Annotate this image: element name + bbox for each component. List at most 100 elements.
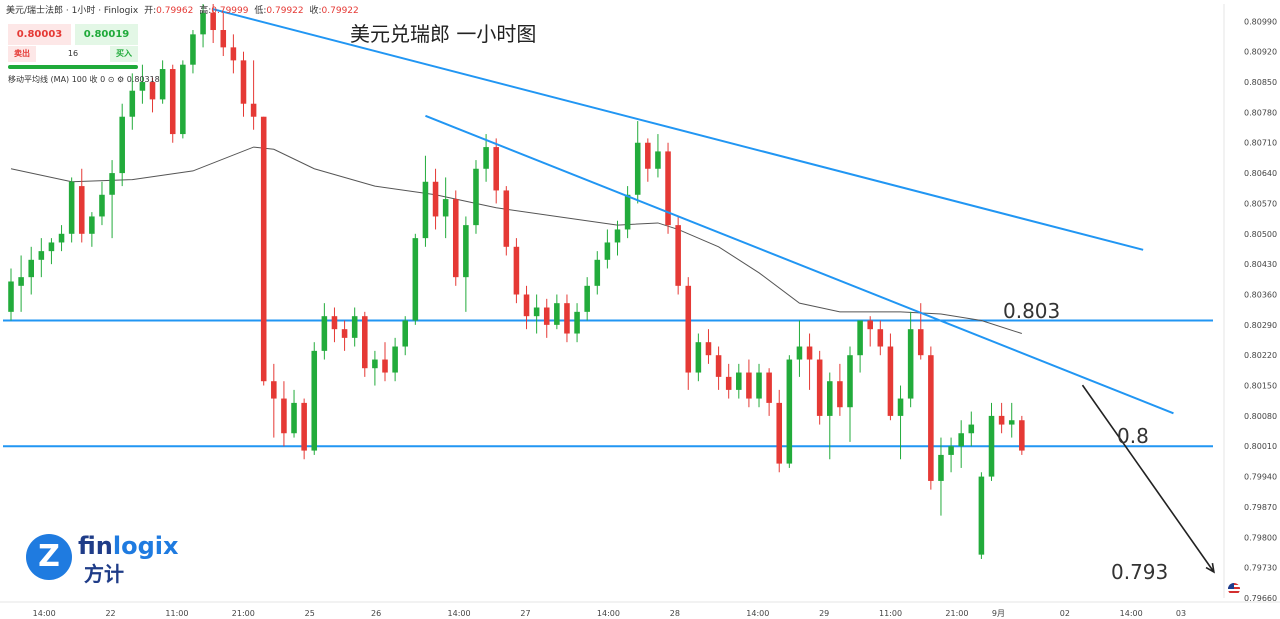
y-tick-label: 0.80080 — [1244, 412, 1277, 421]
candle — [523, 285, 530, 330]
candle-body — [28, 259, 34, 278]
candle — [78, 168, 85, 243]
us-flag-icon[interactable] — [1228, 583, 1240, 595]
y-tick-label: 0.80570 — [1244, 199, 1277, 208]
candle-body — [442, 199, 449, 217]
candle — [655, 134, 661, 178]
y-tick-label: 0.80640 — [1244, 169, 1277, 178]
candle — [48, 238, 55, 265]
candle-body — [362, 316, 368, 369]
x-tick-label: 21:00 — [232, 609, 255, 618]
candle — [776, 389, 783, 473]
candle-body — [725, 376, 732, 390]
trendline[interactable] — [212, 8, 1144, 251]
candle — [594, 251, 601, 295]
eye-icon[interactable]: ⊙ — [107, 75, 115, 84]
candle-body — [826, 381, 833, 416]
ma-indicator-legend[interactable]: 移动平均线 (MA) 100 收 0 ⊙ ⚙ 0.80318 — [8, 74, 160, 85]
candle — [210, 4, 216, 44]
candle-body — [806, 346, 813, 360]
x-tick-label: 9月 — [992, 609, 1005, 618]
x-tick-label: 29 — [819, 609, 829, 618]
candle-body — [159, 69, 166, 100]
target-label-0793: 0.793 — [1111, 560, 1169, 584]
candle — [725, 363, 732, 399]
trendline[interactable] — [425, 114, 1174, 415]
candle-body — [483, 147, 489, 169]
candle — [867, 316, 873, 347]
candle-body — [523, 294, 530, 317]
y-tick-label: 0.80290 — [1244, 321, 1277, 330]
candle — [604, 229, 611, 269]
candle — [513, 238, 520, 304]
candle-body — [897, 398, 904, 416]
candle-body — [634, 142, 641, 195]
candle-body — [766, 372, 772, 403]
y-tick-label: 0.80010 — [1244, 442, 1277, 451]
candle-body — [796, 346, 803, 360]
candle — [422, 155, 429, 247]
candle — [99, 181, 105, 226]
y-tick-label: 0.80710 — [1244, 139, 1277, 148]
open-value: 0.79962 — [156, 6, 194, 16]
candle-body — [584, 285, 590, 312]
candle — [796, 320, 803, 377]
level-label-08: 0.8 — [1117, 424, 1149, 448]
candle-body — [645, 142, 651, 169]
candle — [220, 12, 227, 57]
candle-body — [533, 307, 540, 317]
x-tick-label: 26 — [371, 609, 381, 618]
buy-button[interactable]: 买入 — [110, 46, 138, 62]
candle — [493, 138, 499, 204]
candle — [463, 216, 469, 312]
trade-panel: 0.80003 0.80019 卖出 16 买入 — [8, 24, 138, 72]
y-tick-label: 0.80500 — [1244, 230, 1277, 239]
candle-body — [564, 303, 570, 334]
candle — [624, 186, 631, 239]
sell-button[interactable]: 卖出 — [8, 46, 36, 62]
candle-body — [695, 342, 702, 373]
candle-body — [129, 90, 136, 117]
x-tick-label: 14:00 — [448, 609, 471, 618]
candle — [362, 311, 368, 377]
candle-body — [887, 346, 894, 416]
candle — [897, 385, 904, 460]
candle — [341, 320, 348, 351]
candle-body — [655, 151, 661, 169]
low-value: 0.79922 — [266, 6, 304, 16]
logo-brand-a: fin — [78, 532, 113, 560]
chart-header: 美元/瑞士法郎 · 1小时 · Finlogix 开:0.79962 高:0.7… — [6, 3, 359, 16]
candle-body — [907, 329, 914, 399]
sell-price-button[interactable]: 0.80003 — [8, 24, 71, 45]
candle — [1008, 402, 1015, 438]
candle — [887, 333, 894, 421]
candle-body — [48, 242, 55, 252]
settings-icon[interactable]: ⚙ — [116, 75, 125, 84]
candle — [230, 34, 237, 74]
candle-body — [190, 34, 196, 65]
candle-body — [473, 168, 479, 226]
candle-body — [139, 82, 146, 91]
moving-average-line — [10, 146, 1022, 334]
candle — [89, 212, 95, 247]
x-tick-label: 22 — [105, 609, 115, 618]
y-tick-label: 0.79870 — [1244, 503, 1277, 512]
symbol-label: 美元/瑞士法郎 · 1小时 · Finlogix — [6, 6, 139, 16]
candle-body — [988, 415, 995, 477]
candle — [382, 342, 388, 382]
candle — [503, 186, 510, 256]
quantity-field[interactable]: 16 — [67, 49, 79, 58]
candle — [452, 190, 459, 286]
buy-price-button[interactable]: 0.80019 — [75, 24, 138, 45]
logo-brand-b: logix — [112, 532, 179, 560]
candle-body — [857, 320, 863, 356]
candle-body — [776, 402, 783, 464]
candle-body — [250, 103, 257, 117]
candle-body — [938, 454, 944, 481]
candle — [28, 246, 34, 295]
candle — [58, 225, 65, 252]
ma-params: 100 收 0 — [71, 75, 106, 84]
candle-body — [271, 381, 277, 399]
candle — [149, 77, 156, 113]
